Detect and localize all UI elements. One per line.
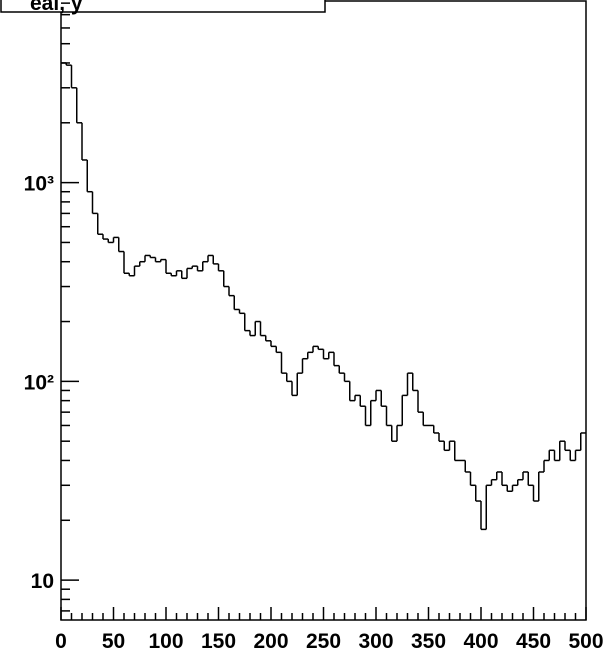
x-tick-label: 300 xyxy=(358,630,393,653)
x-tick-label: 350 xyxy=(411,630,446,653)
x-tick-label: 450 xyxy=(516,630,551,653)
x-tick-label: 100 xyxy=(148,630,183,653)
x-tick-label: 200 xyxy=(253,630,288,653)
x-tick-label: 50 xyxy=(102,630,125,653)
y-tick-label: 10³ xyxy=(24,173,54,196)
title-box xyxy=(0,0,326,13)
y-tick-label: 10 xyxy=(31,570,54,593)
y-tick-label: 10² xyxy=(24,371,54,394)
frame xyxy=(60,0,587,621)
x-tick-label: 150 xyxy=(201,630,236,653)
x-tick-label: 0 xyxy=(55,630,67,653)
chart-title: eal, y xyxy=(30,0,83,15)
x-tick-label: 500 xyxy=(568,630,603,653)
x-tick-label: 250 xyxy=(306,630,341,653)
x-tick-label: 400 xyxy=(463,630,498,653)
